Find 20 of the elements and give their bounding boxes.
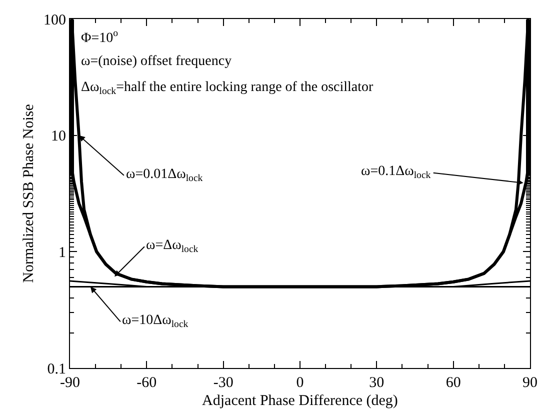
x-tick-label: 0 — [296, 375, 304, 391]
x-tick-label: -60 — [136, 375, 157, 391]
x-tick-label: 90 — [522, 375, 538, 391]
y-axis-title: Normalized SSB Phase Noise — [20, 104, 37, 283]
y-tick-label: 100 — [44, 12, 66, 28]
x-axis-title: Adjacent Phase Difference (deg) — [202, 393, 398, 409]
annotation: ω=10Δω$_{lock}$ — [122, 313, 188, 330]
y-tick-label: 10 — [51, 128, 66, 145]
x-tick-label: -30 — [213, 375, 234, 391]
annotation: ω=(noise) offset frequency — [81, 54, 232, 69]
annotation: Δω$_{lock}$=half the entire locking range of the oscillator — [81, 80, 374, 97]
x-tick-label: -90 — [60, 375, 80, 391]
y-tick-label: 0.1 — [47, 361, 66, 378]
x-tick-label: 60 — [446, 375, 461, 391]
annotation: ω=Δω$_{lock}$ — [146, 238, 198, 255]
annotation: ω=0.1Δω$_{lock}$ — [361, 164, 431, 181]
annotation: ω=0.01Δω$_{lock}$ — [126, 167, 203, 184]
y-tick-label: 1 — [58, 244, 66, 261]
annotation: Φ=10$^{o}$ — [81, 28, 118, 46]
x-tick-label: 30 — [369, 375, 384, 391]
